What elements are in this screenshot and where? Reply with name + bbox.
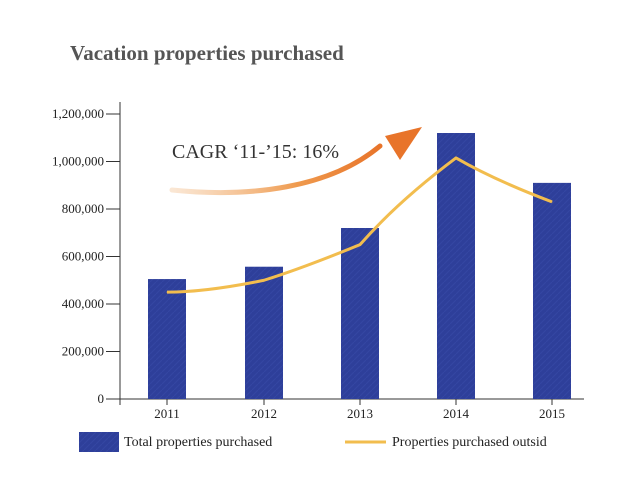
y-tick-label: 400,000 [62,296,104,311]
y-tick-label: 0 [98,391,105,406]
cagr-arrow-shaft [169,143,383,196]
legend-label-line: Properties purchased outsid [392,435,547,450]
line-point [263,279,265,281]
y-tick-label: 800,000 [62,201,104,216]
cagr-annotation: CAGR ‘11-’15: 16% [169,127,422,196]
y-tick-label: 200,000 [62,344,104,359]
bar [148,279,186,399]
legend-swatch-bar [79,432,119,452]
y-tick-label: 600,000 [62,249,104,264]
line-point [455,157,457,159]
bar-series [148,133,571,399]
x-tick-label: 2011 [154,406,180,421]
legend-label-bar: Total properties purchased [124,435,272,450]
x-tick-label: 2013 [347,406,373,421]
bar [533,182,571,399]
y-tick-group: 0 200,000 400,000 600,000 800,000 1,000,000 1,… [52,106,120,406]
line-point [359,244,361,246]
bar [245,266,283,399]
line-point [551,201,553,203]
cagr-arrow-head [385,127,422,160]
line-series [166,156,553,294]
chart-title: Vacation properties purchased [70,41,344,65]
legend: Total properties purchased Properties pu… [79,432,547,452]
x-tick-group: 2011 2012 2013 2014 2015 [154,399,565,421]
x-tick-label: 2015 [539,406,565,421]
y-tick-label: 1,200,000 [52,106,104,121]
x-tick-label: 2014 [443,406,470,421]
x-tick-label: 2012 [251,406,277,421]
y-tick-label: 1,000,000 [52,154,104,169]
cagr-label: CAGR ‘11-’15: 16% [172,141,339,163]
bar [341,228,379,399]
bar [437,133,475,399]
line-point [166,291,168,293]
